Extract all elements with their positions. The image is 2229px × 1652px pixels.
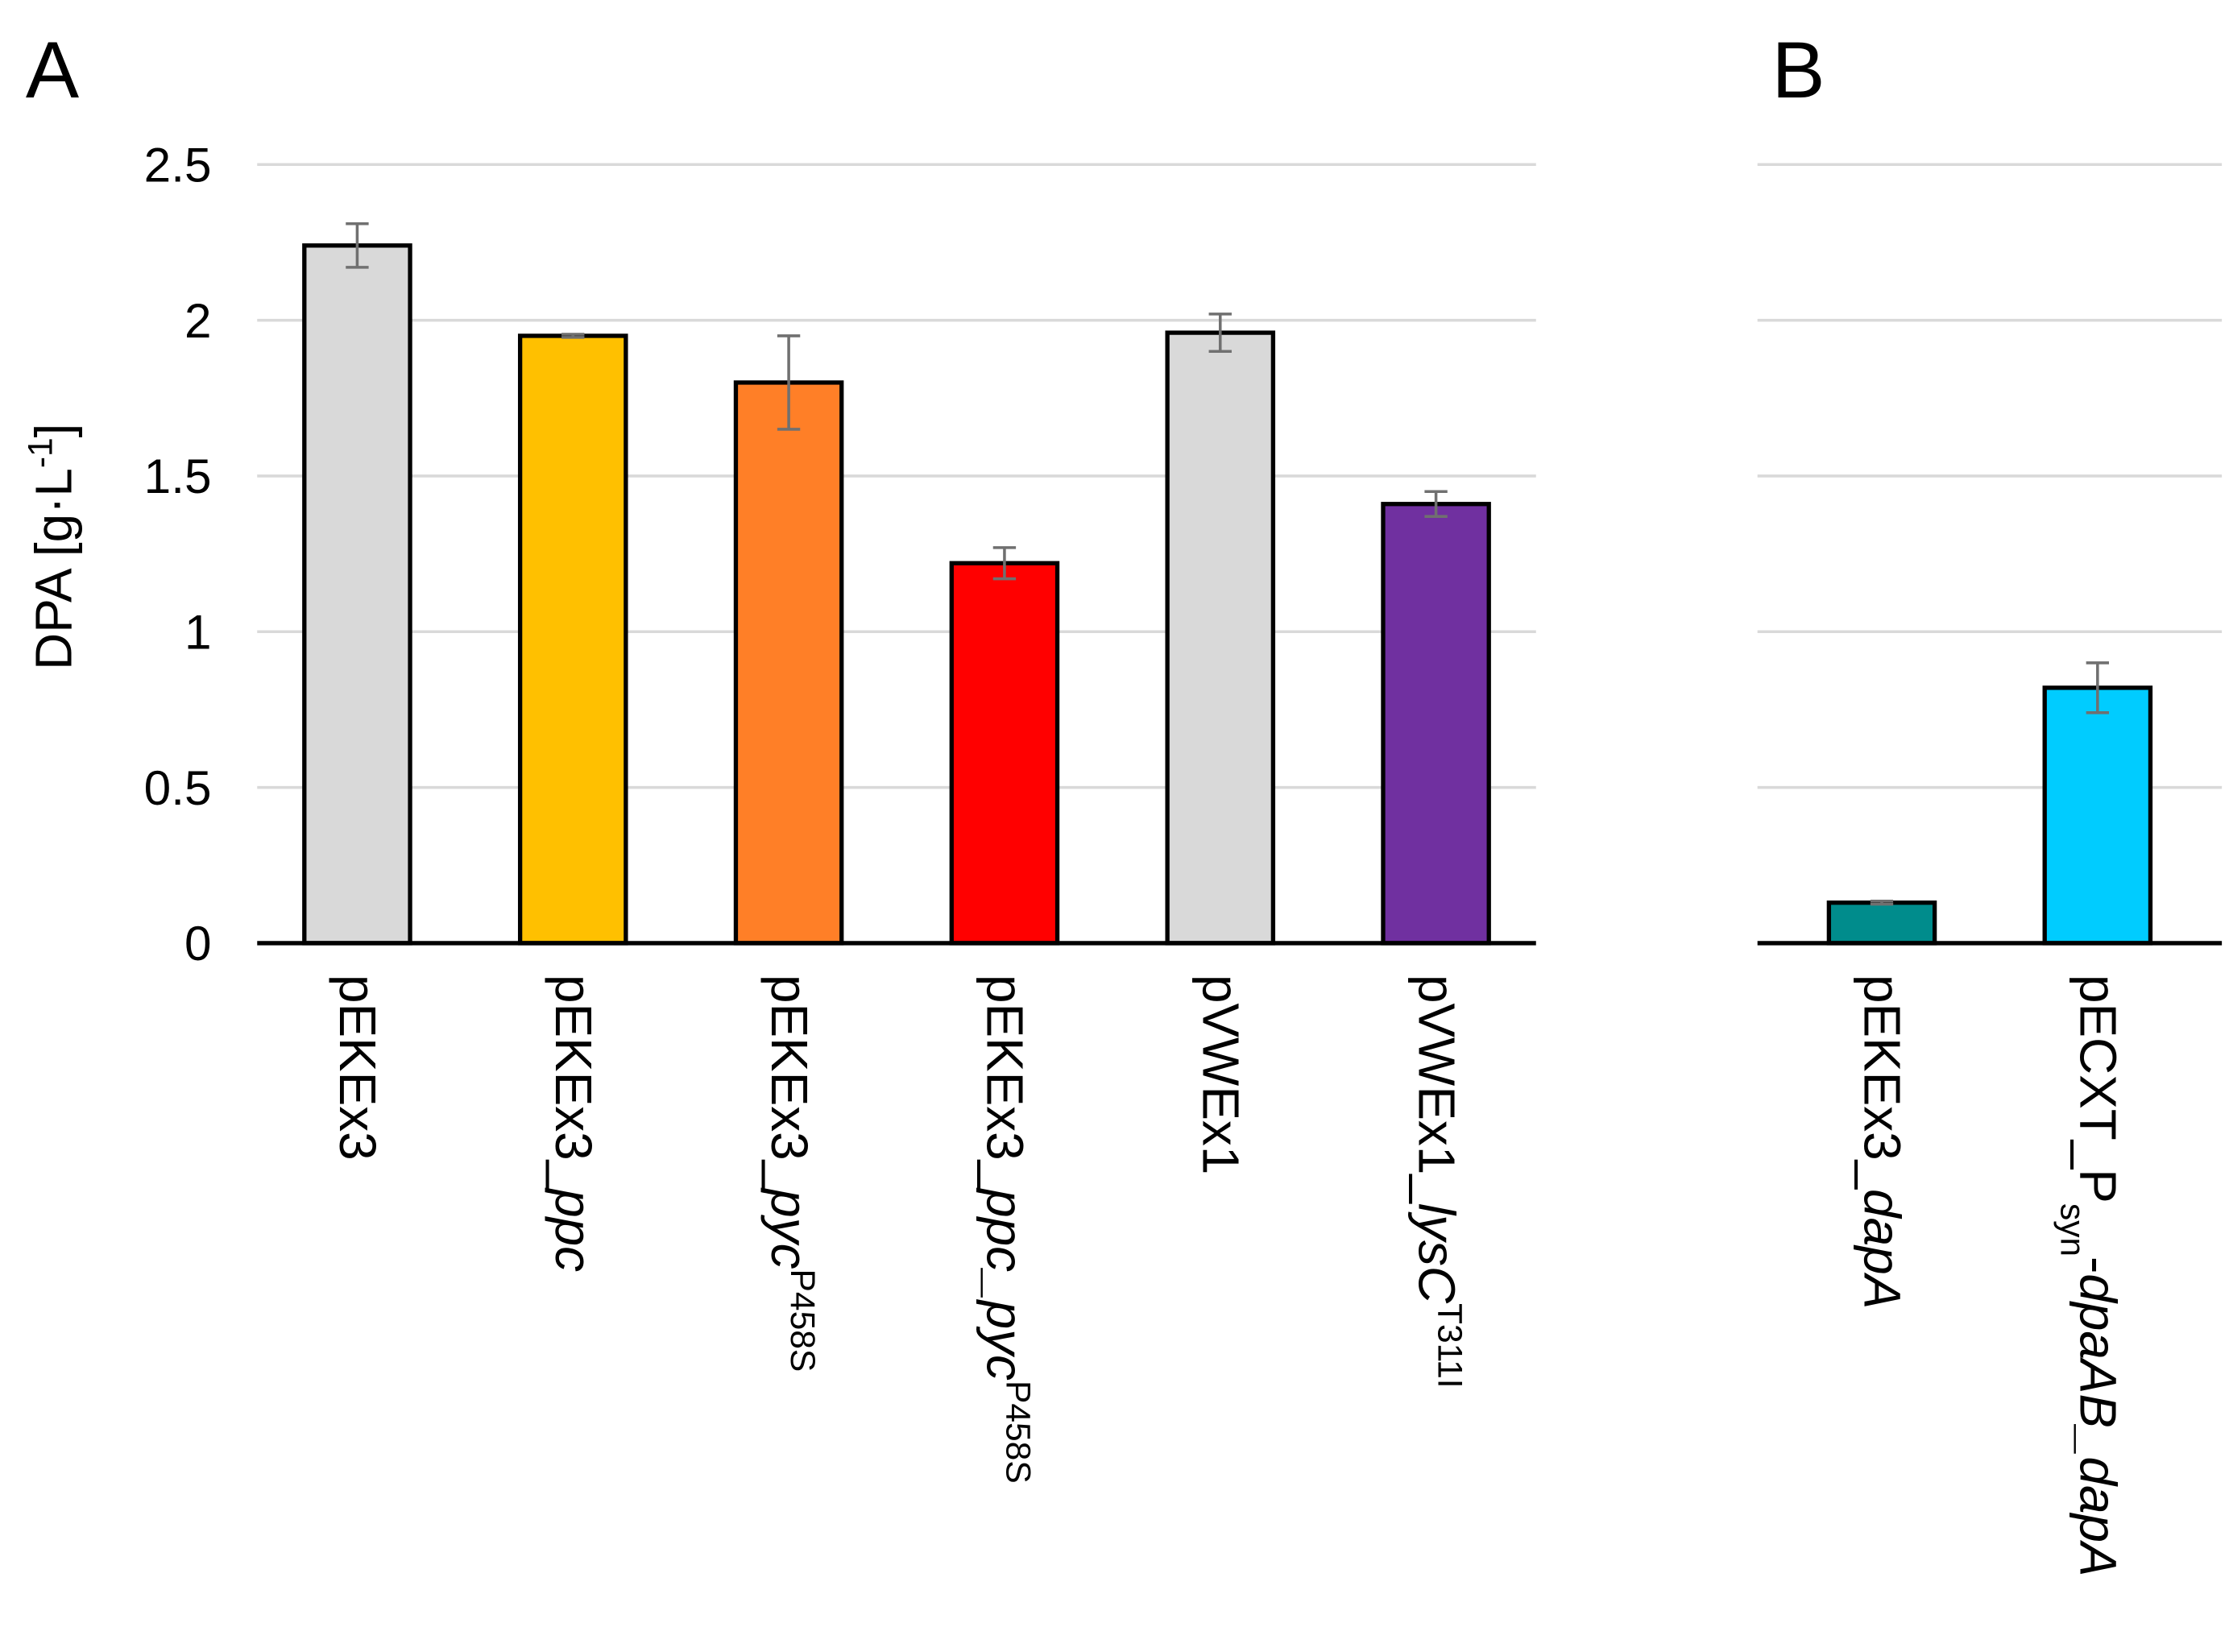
y-tick-label: 0.5 — [144, 760, 212, 815]
text-segment: pEKEx3_ — [1854, 975, 1912, 1190]
panel-label: B — [1771, 26, 1825, 115]
bar — [949, 561, 1060, 946]
x-tick-label: pEKEx3_dapA — [1854, 975, 1912, 1309]
bar — [302, 243, 412, 946]
x-tick-label: pEKEx3_ppc — [545, 975, 603, 1272]
text-segment: dapA — [1854, 1189, 1912, 1309]
text-segment: ppc — [545, 1187, 603, 1272]
error-bar — [777, 334, 801, 431]
error-bar — [2086, 661, 2110, 714]
bar — [517, 333, 628, 946]
text-segment: pECXT_P — [2069, 975, 2127, 1203]
text-segment: pVWEx1_ — [1407, 975, 1465, 1204]
y-tick-label: 0 — [184, 916, 212, 971]
y-tick-label: 1.5 — [144, 449, 212, 503]
bar — [1381, 502, 1491, 946]
x-tick-label: pVWEx1_lysCT311I — [1407, 975, 1469, 1389]
text-segment: lysC — [1407, 1203, 1465, 1304]
error-bar — [346, 222, 369, 269]
text-segment: pEKEx3_ — [545, 975, 603, 1190]
text-segment: pyc — [760, 1187, 818, 1269]
bar — [2042, 685, 2153, 946]
y-tick-label: 2 — [184, 293, 212, 348]
y-axis-label: DPA [g·L-1] — [22, 424, 83, 670]
x-tick-label: pVWEx1 — [1191, 975, 1249, 1174]
y-tick-label: 2.5 — [144, 138, 212, 193]
error-bar — [1208, 313, 1232, 354]
error-bar — [1870, 899, 1894, 906]
text-segment: pEKEx3_ — [760, 975, 818, 1190]
text-segment: - — [2069, 1257, 2127, 1273]
bar — [1165, 330, 1276, 946]
text-segment: P458S — [999, 1381, 1038, 1484]
error-bar — [561, 333, 585, 339]
text-segment: -1 — [22, 437, 60, 468]
error-bar — [992, 546, 1017, 581]
x-tick-label: pEKEx3 — [329, 975, 387, 1161]
text-segment: dpaAB_dapA — [2069, 1273, 2127, 1576]
error-bar — [1424, 490, 1448, 518]
x-tick-label: pECXT_Psyn-dpaAB_dapA — [2053, 975, 2127, 1577]
text-segment: T311I — [1430, 1303, 1469, 1389]
y-tick-label: 1 — [184, 605, 212, 660]
text-segment: ] — [25, 424, 83, 438]
text-segment: DPA [g·L — [25, 468, 83, 670]
x-tick-label: pEKEx3_pycP458S — [760, 975, 822, 1372]
text-segment: ppc_pyc — [976, 1187, 1034, 1381]
text-segment: pEKEx3_ — [976, 975, 1034, 1190]
text-segment: pEKEx3 — [329, 975, 387, 1161]
x-tick-label: pEKEx3_ppc_pycP458S — [976, 975, 1038, 1484]
text-segment: syn — [2053, 1203, 2092, 1257]
bar — [733, 380, 844, 946]
bar — [1826, 901, 1937, 946]
text-segment: pVWEx1 — [1191, 975, 1249, 1174]
panel-label: A — [26, 26, 80, 115]
text-segment: P458S — [783, 1269, 822, 1373]
